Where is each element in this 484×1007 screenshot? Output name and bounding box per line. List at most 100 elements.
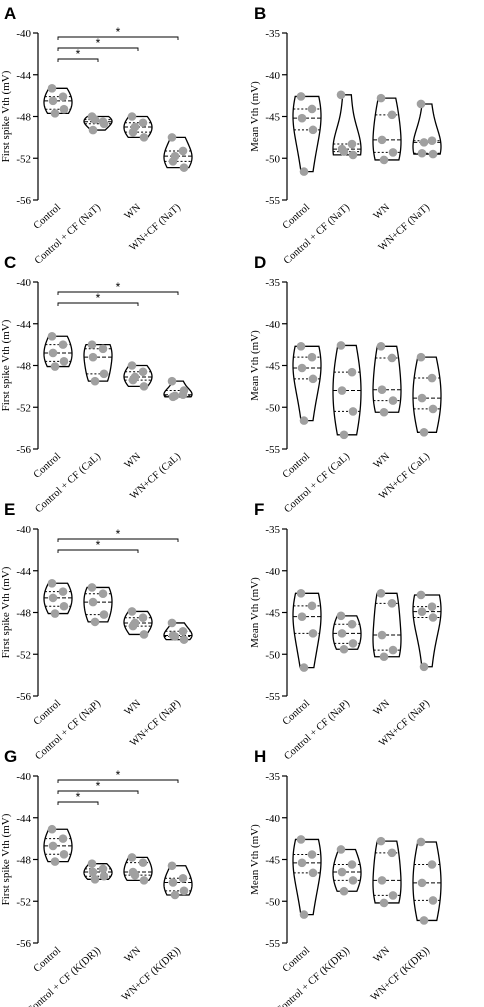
category-label: WN [372, 202, 393, 222]
data-point [50, 857, 60, 866]
chart-panel-G: G -40 -44 -48 -52 -56 First spike Vth (mV) Cont… [0, 747, 193, 1007]
data-point [376, 93, 386, 103]
violin-shape [83, 343, 113, 382]
panel-letter: H [254, 747, 266, 766]
significance-bracket [57, 538, 179, 542]
violin-shape [332, 848, 362, 892]
data-point [170, 632, 180, 641]
data-point [90, 617, 100, 627]
data-point [387, 848, 397, 858]
panel-letter: C [4, 253, 16, 272]
data-point [90, 875, 100, 884]
data-point [168, 878, 178, 887]
data-point [179, 886, 189, 896]
data-point [170, 391, 180, 401]
category-label: WN [123, 451, 144, 471]
data-point [88, 125, 98, 135]
data-point [296, 835, 306, 844]
data-point [388, 148, 398, 157]
data-point [179, 635, 189, 644]
data-point [428, 149, 438, 159]
data-point [99, 119, 109, 129]
data-point [387, 110, 397, 120]
y-tick-label: -35 [265, 524, 280, 536]
data-point [170, 151, 180, 161]
data-point [419, 662, 429, 672]
data-point [50, 362, 60, 371]
data-point [299, 416, 309, 425]
y-axis-title: Mean Vth (mV) [249, 330, 261, 401]
y-tick-label: -56 [16, 691, 31, 703]
y-axis-title: First spike Vth (mV) [0, 813, 12, 905]
data-point [98, 344, 108, 354]
data-point [347, 139, 357, 149]
y-tick-label: -45 [265, 112, 280, 124]
data-point [308, 125, 318, 135]
data-point [339, 147, 349, 156]
violin-shape [163, 136, 193, 169]
data-point [138, 118, 148, 128]
significance-bracket [57, 779, 179, 783]
data-point [87, 583, 97, 592]
data-point [417, 148, 427, 158]
data-point [377, 135, 387, 145]
data-point [59, 104, 69, 114]
data-point [417, 393, 427, 403]
data-point [307, 104, 317, 114]
data-point [379, 155, 389, 165]
data-point [98, 864, 108, 874]
y-tick-label: -52 [16, 896, 31, 908]
data-point [308, 629, 318, 638]
violin-shape [412, 841, 442, 922]
data-point [388, 891, 398, 900]
significance-bracket [57, 291, 179, 295]
category-label: Control + CF (NaT) [33, 202, 103, 267]
data-point [127, 361, 137, 370]
data-point [127, 112, 137, 121]
data-point [347, 619, 357, 629]
data-point [99, 369, 109, 379]
y-tick-label: -56 [16, 444, 31, 456]
data-point [88, 597, 98, 607]
data-point [296, 588, 306, 598]
data-point [59, 357, 69, 366]
data-point [167, 376, 177, 386]
y-axis-title: First spike Vth (mV) [0, 70, 12, 162]
data-point [336, 611, 346, 621]
violin-shape [43, 828, 73, 863]
data-point [167, 133, 177, 142]
y-tick-label: -48 [16, 608, 31, 620]
data-point [297, 858, 307, 868]
data-point [167, 861, 177, 871]
data-point [58, 834, 68, 843]
data-point [87, 859, 97, 868]
data-point [58, 340, 68, 349]
category-label: WN [123, 698, 144, 718]
category-label: Control [32, 202, 63, 232]
category-label: Control + CF (K(DR)) [274, 945, 352, 1007]
violin-shape [332, 94, 362, 156]
y-tick-label: -45 [265, 361, 280, 373]
y-tick-label: -40 [16, 771, 31, 783]
y-tick-label: -35 [265, 771, 280, 783]
y-tick-label: -44 [16, 813, 31, 825]
y-tick-label: -35 [265, 277, 280, 289]
data-point [416, 99, 426, 109]
data-point [178, 873, 188, 883]
data-point [336, 90, 346, 100]
category-label: Control [32, 698, 63, 728]
chart-panel-C: C-40 -44 -48 -52 -56 First spike Vth (mV) Cont… [0, 253, 193, 515]
data-point [347, 860, 357, 869]
y-tick-label: -55 [265, 195, 280, 207]
data-point [130, 372, 140, 382]
significance-star: * [116, 25, 121, 39]
y-axis-title: First spike Vth (mV) [0, 319, 12, 411]
data-point [387, 599, 397, 608]
data-point [416, 590, 426, 600]
y-tick-label: -40 [16, 28, 31, 40]
data-point [307, 850, 317, 859]
significance-bracket [57, 58, 99, 62]
panel-letter: G [4, 747, 17, 766]
